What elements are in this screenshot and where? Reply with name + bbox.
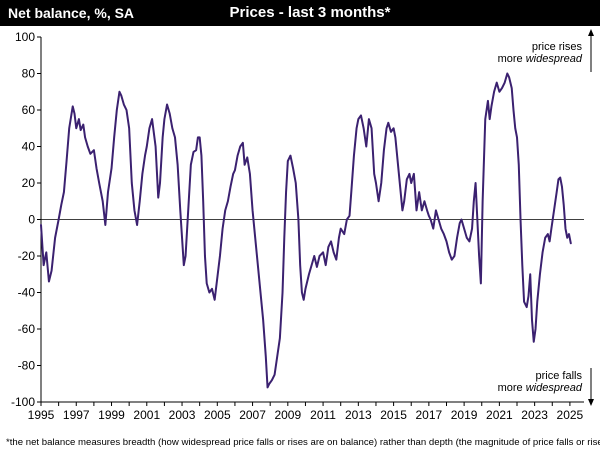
x-tick-label: 2005 <box>204 408 231 422</box>
x-tick-label: 1999 <box>98 408 125 422</box>
x-tick-label: 2017 <box>416 408 443 422</box>
annotation-top-line2: more widespread <box>498 53 583 65</box>
y-tick-label: -80 <box>18 359 36 373</box>
x-tick-label: 2013 <box>345 408 372 422</box>
x-tick-label: 2025 <box>557 408 584 422</box>
annotation-bottom-line1: price falls <box>536 370 583 382</box>
footnote: *the net balance measures breadth (how w… <box>6 437 600 448</box>
annotation-top-emph: widespread <box>526 53 583 65</box>
y-tick-label: -100 <box>11 395 35 409</box>
x-tick-label: 1997 <box>63 408 90 422</box>
y-tick-label: -60 <box>18 322 36 336</box>
y-tick-label: 20 <box>22 176 36 190</box>
annotation-bottom-line2: more widespread <box>498 382 583 394</box>
x-tick-label: 2001 <box>133 408 160 422</box>
annotation-bottom-prefix: more <box>498 382 526 394</box>
arrow-down-icon <box>588 399 594 406</box>
chart-axes <box>37 36 584 406</box>
x-tick-label: 2019 <box>451 408 478 422</box>
y-tick-label: -20 <box>18 249 36 263</box>
chart-title: Prices - last 3 months* <box>229 4 391 21</box>
y-tick-label: 100 <box>15 30 35 44</box>
x-tick-label: 2011 <box>310 408 336 422</box>
annotation-top-line1: price rises <box>532 41 583 53</box>
x-tick-label: 2015 <box>380 408 407 422</box>
x-tick-label: 2023 <box>521 408 548 422</box>
series-line <box>40 72 572 389</box>
y-tick-label: 40 <box>22 140 36 154</box>
y-tick-label: 0 <box>28 213 35 227</box>
series-layer <box>40 72 572 389</box>
annotation-top-prefix: more <box>498 53 526 65</box>
x-tick-label: 2009 <box>274 408 301 422</box>
y-tick-label: 80 <box>22 67 36 81</box>
arrow-up-icon <box>588 29 594 36</box>
x-tick-label: 1995 <box>28 408 55 422</box>
y-tick-label: -40 <box>18 286 36 300</box>
x-tick-label: 2007 <box>239 408 266 422</box>
chart-header <box>0 0 600 26</box>
y-tick-label: 60 <box>22 103 36 117</box>
x-tick-label: 2021 <box>486 408 513 422</box>
y-axis-label: Net balance, %, SA <box>8 5 135 21</box>
x-tick-label: 2003 <box>169 408 196 422</box>
annotation-bottom-emph: widespread <box>526 382 583 394</box>
